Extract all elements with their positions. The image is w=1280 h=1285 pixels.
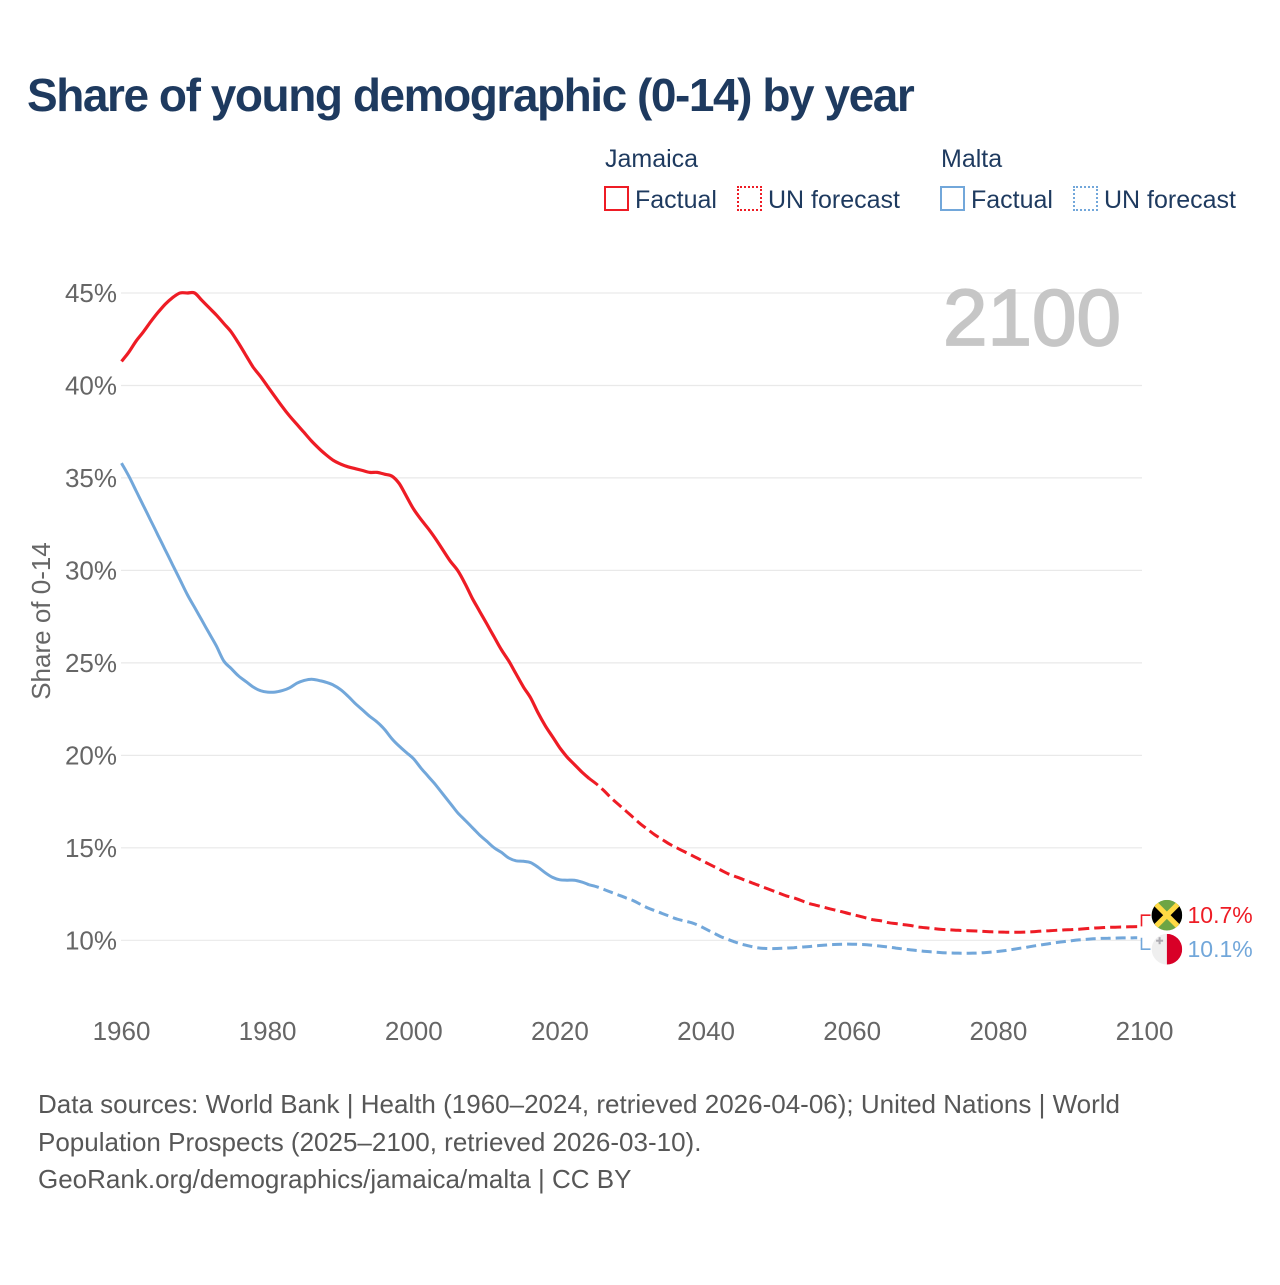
svg-text:20%: 20% [65, 740, 117, 770]
svg-text:25%: 25% [65, 648, 117, 678]
svg-text:2060: 2060 [823, 1016, 881, 1046]
svg-text:15%: 15% [65, 833, 117, 863]
svg-text:10.7%: 10.7% [1188, 902, 1253, 928]
svg-text:35%: 35% [65, 463, 117, 493]
svg-text:2080: 2080 [969, 1016, 1027, 1046]
svg-text:30%: 30% [65, 555, 117, 585]
svg-text:10%: 10% [65, 925, 117, 955]
svg-text:2020: 2020 [531, 1016, 589, 1046]
svg-text:2000: 2000 [385, 1016, 443, 1046]
svg-text:2100: 2100 [943, 273, 1121, 362]
svg-text:1960: 1960 [93, 1016, 151, 1046]
svg-text:10.1%: 10.1% [1188, 936, 1253, 962]
svg-text:45%: 45% [65, 278, 117, 308]
svg-text:2100: 2100 [1116, 1016, 1174, 1046]
svg-text:Share of 0-14: Share of 0-14 [26, 542, 56, 700]
svg-text:40%: 40% [65, 371, 117, 401]
svg-text:1980: 1980 [239, 1016, 297, 1046]
svg-text:2040: 2040 [677, 1016, 735, 1046]
